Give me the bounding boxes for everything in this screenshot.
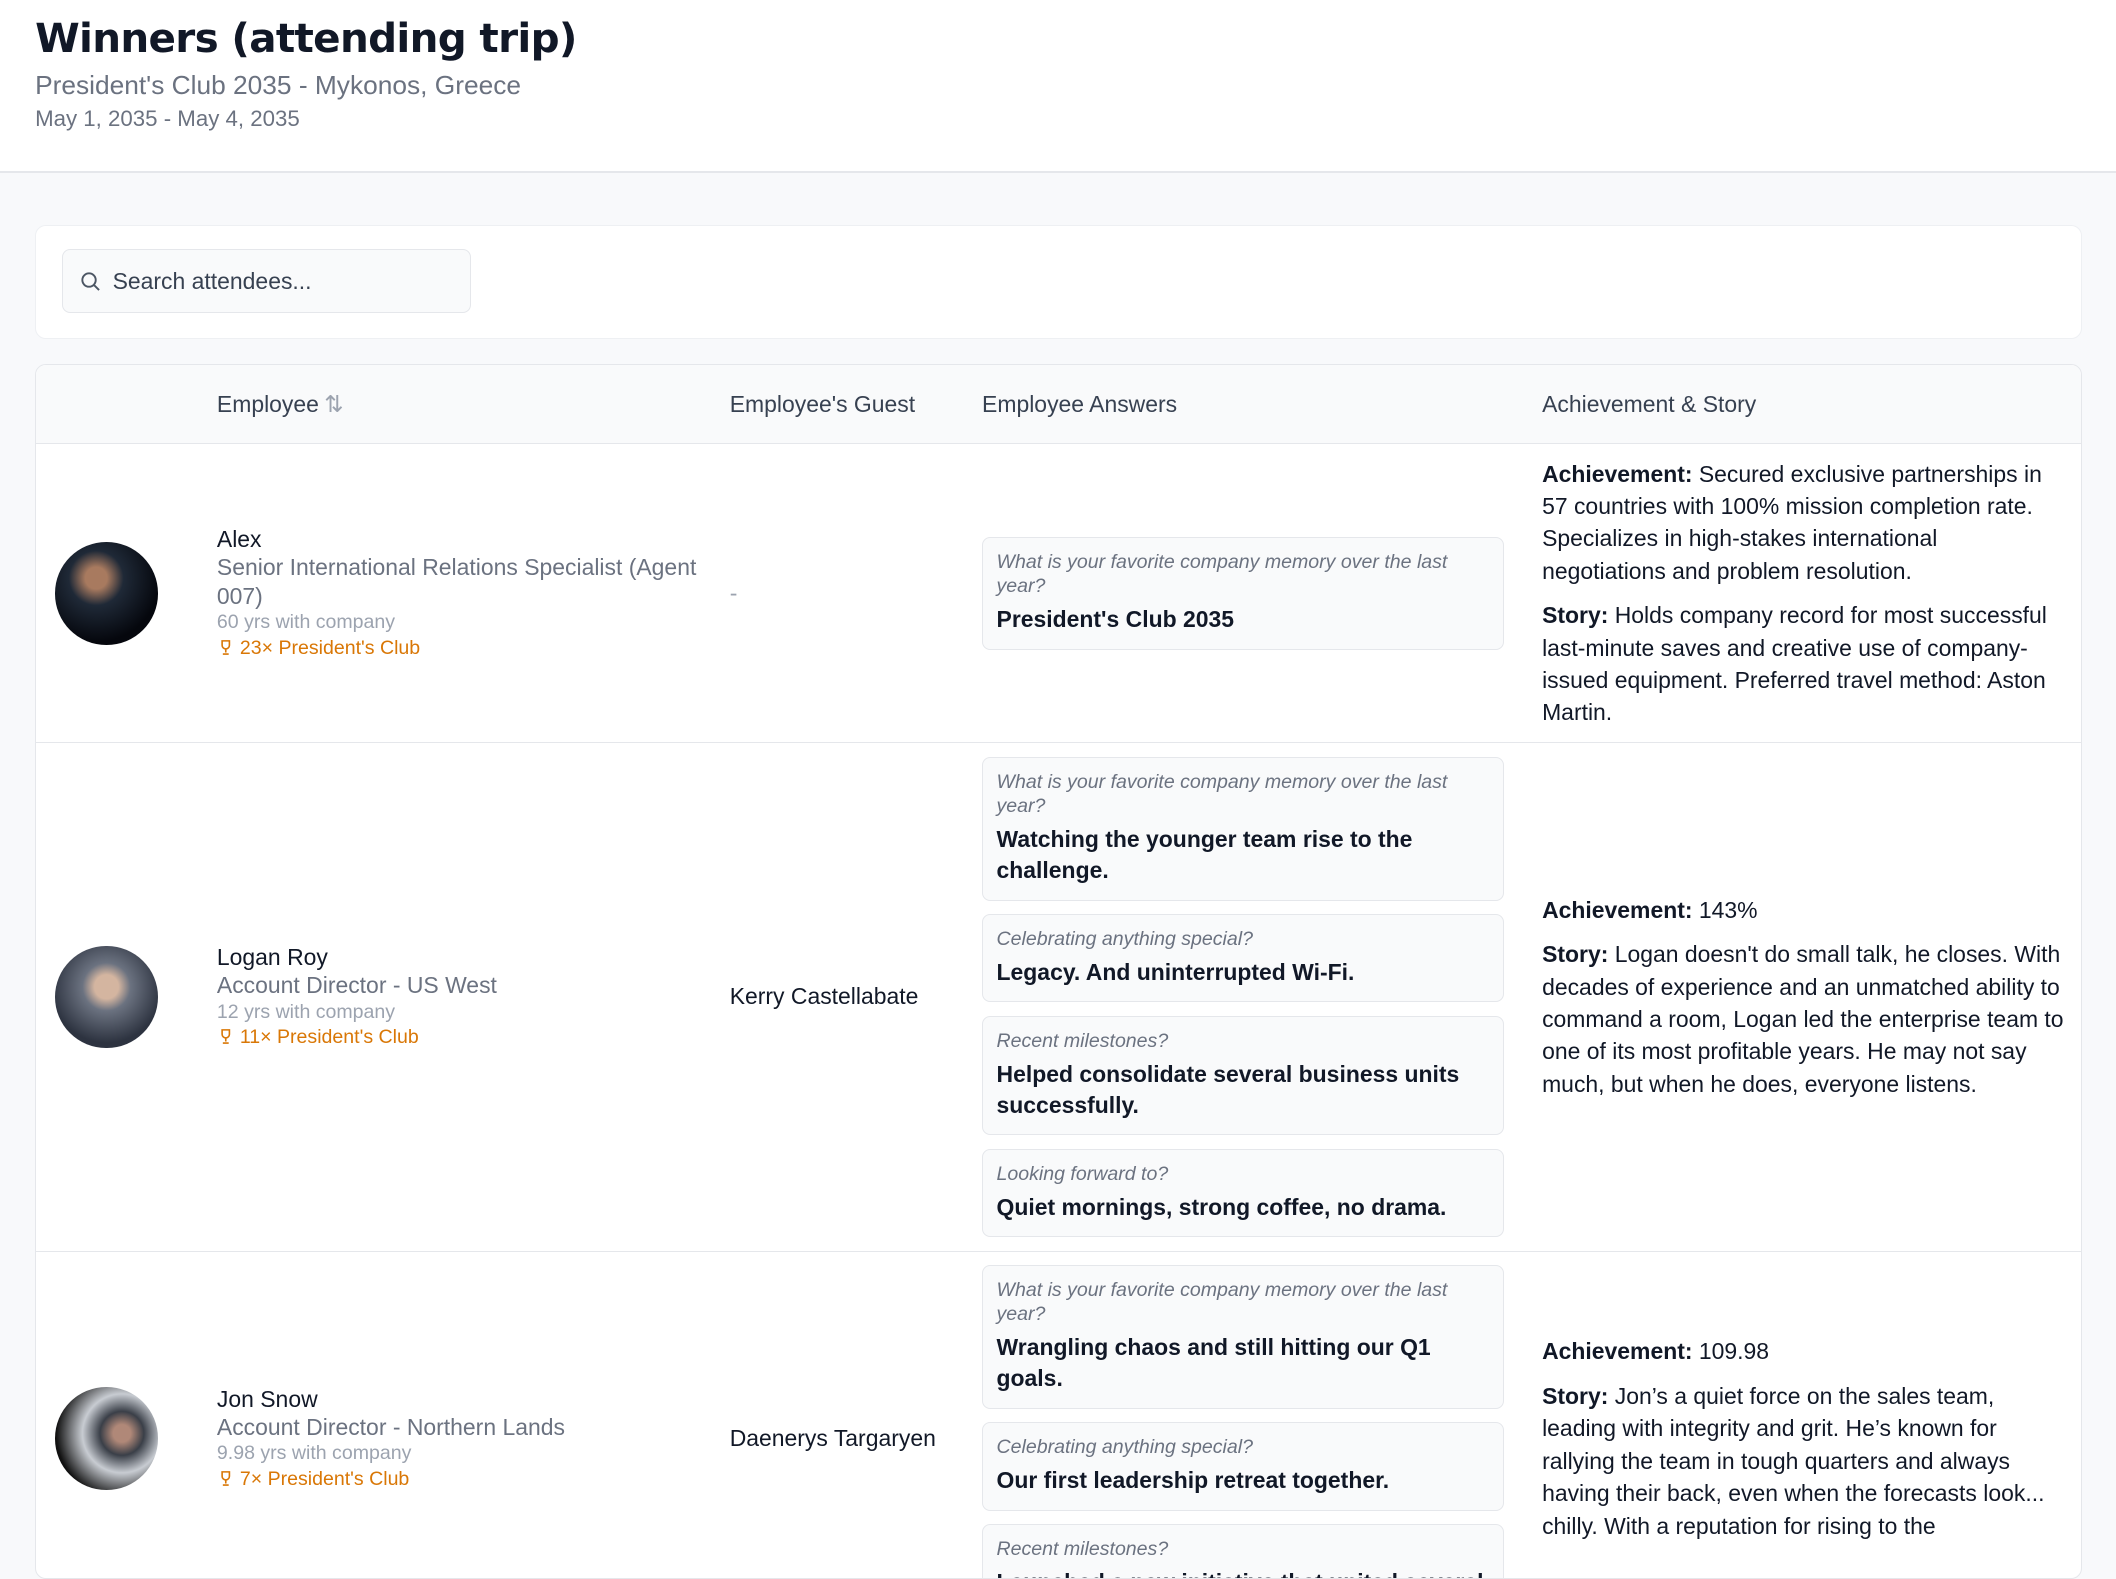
- answer-card: What is your favorite company memory ove…: [982, 1265, 1505, 1409]
- avatar: [54, 1387, 158, 1490]
- answer-question: What is your favorite company memory ove…: [996, 551, 1448, 598]
- answer-question: Celebrating anything special?: [996, 928, 1253, 951]
- column-guest: Employee's Guest: [710, 365, 964, 445]
- answer-text: Wrangling chaos and still hitting our Q1…: [996, 1334, 1431, 1392]
- avatar: [54, 541, 158, 645]
- answer-card: Celebrating anything special? Our first l…: [982, 1422, 1505, 1511]
- answer-card: Celebrating anything special? Legacy. And…: [982, 914, 1505, 1003]
- employee-role: Account Director - US West: [216, 972, 497, 999]
- achievement: Achievement: 109.98: [1542, 1338, 1770, 1365]
- answer-card: What is your favorite company memory ove…: [982, 536, 1505, 650]
- answer-text: Our first leadership retreat together.: [996, 1466, 1390, 1493]
- event-subtitle: President's Club 2035 - Mykonos, Greece: [35, 69, 521, 100]
- answer-text: Watching the younger team rise to the ch…: [996, 825, 1413, 883]
- trophy-icon: [217, 1026, 235, 1048]
- answer-question: What is your favorite company memory ove…: [996, 1279, 1448, 1326]
- employee-name: Logan Roy: [216, 943, 328, 970]
- guest-empty: -: [729, 579, 738, 606]
- presidents-club-count: 23× President's Club: [217, 636, 711, 662]
- achievement: Achievement: Secured exclusive partnersh…: [1542, 460, 2042, 584]
- employee-name: Alex: [216, 526, 262, 553]
- trophy-icon: [217, 1468, 235, 1490]
- table-header: Employee ⇅ Employee's Guest Employee Answ…: [36, 365, 2082, 445]
- employee-tenure: 12 yrs with company: [216, 1000, 396, 1023]
- search-input[interactable]: [112, 267, 450, 295]
- column-employee[interactable]: Employee ⇅: [216, 365, 711, 445]
- answer-question: Celebrating anything special?: [996, 1436, 1253, 1459]
- answer-card: Recent milestones? Launched a new initiat…: [982, 1523, 1505, 1578]
- event-dates: May 1, 2035 - May 4, 2035: [35, 105, 300, 131]
- answer-text: Helped consolidate several business unit…: [996, 1060, 1460, 1118]
- page-title: Winners (attending trip): [35, 14, 577, 63]
- answer-question: What is your favorite company memory ove…: [996, 770, 1448, 818]
- table-row: Logan Roy Account Director - US West 12 yr…: [36, 742, 2082, 1252]
- guest-name: Kerry Castellabate: [729, 983, 919, 1010]
- employee-name: Jon Snow: [216, 1385, 318, 1412]
- answer-question: Looking forward to?: [996, 1162, 1169, 1185]
- guest-name: Daenerys Targaryen: [729, 1425, 936, 1452]
- employee-tenure: 60 yrs with company: [216, 611, 396, 634]
- answer-question: Recent milestones?: [996, 1029, 1169, 1052]
- column-answers: Employee Answers: [963, 365, 1524, 445]
- employee-role: Account Director - Northern Lands: [216, 1414, 565, 1441]
- page-header: Winners (attending trip) President's Clu…: [0, 0, 2116, 173]
- answer-question: Recent milestones?: [996, 1538, 1169, 1561]
- answer-card: Looking forward to? Quiet mornings, stron…: [982, 1148, 1505, 1238]
- table-row: Alex Senior International Relations Speci…: [36, 443, 2082, 744]
- answer-text: President's Club 2035: [996, 606, 1235, 633]
- story: Story: Logan doesn't do small talk, he c…: [1542, 941, 2064, 1097]
- story: Story: Jon’s a quiet force on the sales …: [1542, 1382, 2045, 1539]
- avatar: [54, 945, 158, 1049]
- table-row: Jon Snow Account Director - Northern Land…: [36, 1251, 2082, 1578]
- story: Story: Holds company record for most suc…: [1542, 602, 2047, 726]
- search-icon: [81, 271, 100, 291]
- employee-role: Senior International Relations Specialis…: [216, 554, 697, 609]
- search-box[interactable]: [61, 249, 471, 313]
- answer-text: Legacy. And uninterrupted Wi-Fi.: [996, 958, 1355, 985]
- search-card: [35, 225, 2083, 339]
- answer-text: Quiet mornings, strong coffee, no drama.: [996, 1193, 1447, 1220]
- presidents-club-count: 7× President's Club: [217, 1467, 711, 1493]
- answer-card: Recent milestones? Helped consolidate sev…: [982, 1015, 1505, 1136]
- achievement: Achievement: 143%: [1542, 896, 1758, 923]
- answer-text: Launched a new initiative that united se…: [997, 1567, 1490, 1578]
- attendees-table: Employee ⇅ Employee's Guest Employee Answ…: [35, 364, 2083, 1579]
- trophy-icon: [217, 637, 235, 659]
- employee-tenure: 9.98 yrs with company: [216, 1442, 412, 1465]
- sort-icon[interactable]: ⇅: [324, 390, 344, 417]
- answer-card: What is your favorite company memory ove…: [982, 756, 1505, 901]
- column-achievement: Achievement & Story: [1523, 365, 2082, 445]
- presidents-club-count: 11× President's Club: [217, 1025, 711, 1051]
